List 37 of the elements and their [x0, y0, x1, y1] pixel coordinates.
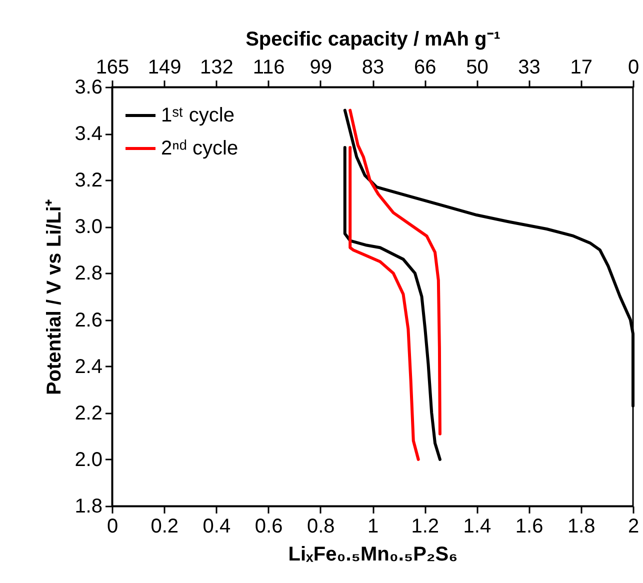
x-tick-label: 1.8 [567, 516, 596, 538]
legend-label: 2ⁿᵈ cycle [161, 138, 238, 160]
x-tick-label: 2 [628, 516, 640, 538]
y-tick-label: 2.8 [74, 262, 102, 285]
x2-tick-label: 17 [570, 56, 593, 78]
y-tick-label: 2.0 [74, 448, 102, 471]
y-axis-title: Potential / V vs Li/Li⁺ [44, 199, 66, 395]
x2-tick-label: 149 [148, 56, 182, 78]
x2-tick-label: 99 [310, 56, 332, 78]
y-tick-label: 3.4 [74, 123, 102, 146]
x2-tick-label: 33 [518, 56, 540, 78]
x2-axis-title: Specific capacity / mAh g⁻¹ [246, 28, 501, 50]
y-tick-label: 2.6 [74, 309, 102, 332]
y-tick-label: 3.2 [74, 170, 102, 192]
x-tick-label: 1 [367, 516, 379, 538]
x2-tick-label: 116 [252, 56, 285, 78]
x-tick-label: 1.6 [515, 516, 544, 538]
y-tick-label: 2.4 [74, 356, 102, 378]
x-tick-label: 0.4 [202, 516, 231, 538]
x2-tick-label: 0 [628, 56, 640, 78]
x2-tick-label: 66 [414, 56, 436, 78]
x2-tick-label: 132 [200, 56, 234, 78]
legend-label: 1ˢᵗ cycle [161, 104, 234, 126]
x2-tick-label: 83 [362, 56, 384, 78]
x-tick-label: 0.2 [150, 516, 179, 538]
y-tick-label: 3.6 [74, 76, 102, 98]
x-tick-label: 0 [106, 516, 118, 538]
x-tick-label: 1.4 [463, 516, 492, 538]
x-tick-label: 0.8 [306, 516, 335, 538]
y-tick-label: 3.0 [74, 216, 102, 238]
x-axis-title: LiₓFe₀.₅Mn₀.₅P₂S₆ [288, 544, 458, 566]
x-tick-label: 0.6 [254, 516, 283, 538]
x-tick-label: 1.2 [411, 516, 440, 538]
y-tick-label: 1.8 [74, 496, 102, 518]
x2-tick-label: 165 [96, 56, 130, 78]
y-tick-label: 2.2 [74, 402, 102, 424]
x2-tick-label: 50 [466, 56, 488, 78]
